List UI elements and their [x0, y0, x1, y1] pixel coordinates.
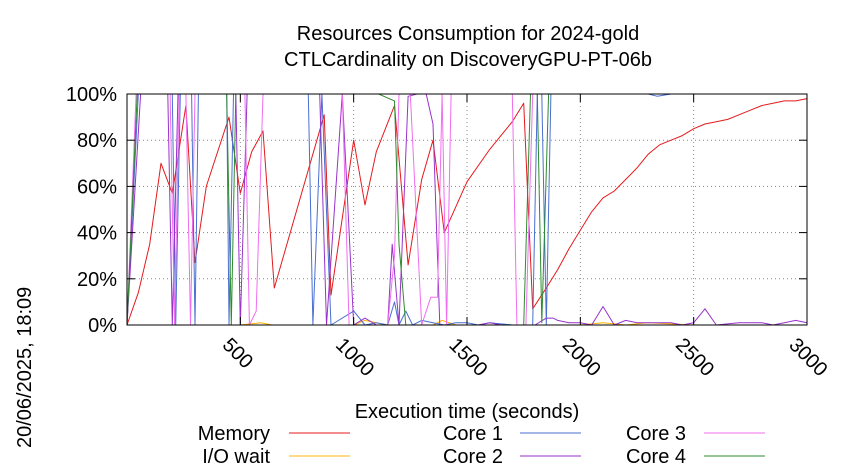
legend-label-core-3: Core 3: [626, 423, 686, 445]
y-tick-label: 20%: [77, 269, 117, 291]
legend-label-core-4: Core 4: [626, 446, 686, 468]
x-tick-label: 1000: [331, 334, 378, 381]
legend-label-i-o-wait: I/O wait: [202, 446, 270, 468]
y-tick-label: 100%: [66, 84, 117, 106]
legend-label-memory: Memory: [198, 423, 270, 445]
x-axis: 500 1000 1500 2000 2500 3000: [218, 94, 831, 381]
x-tick-label: 3000: [784, 334, 831, 381]
y-tick-label: 60%: [77, 176, 117, 198]
legend-label-core-2: Core 2: [443, 446, 503, 468]
x-axis-label: Execution time (seconds): [355, 401, 580, 423]
x-tick-label: 500: [218, 334, 257, 373]
x-tick-label: 2000: [558, 334, 605, 381]
chart-subtitle: CTLCardinality on DiscoveryGPU-PT-06b: [284, 49, 652, 71]
legend-label-core-1: Core 1: [443, 423, 503, 445]
y-tick-label: 80%: [77, 130, 117, 152]
timestamp-label: 20/06/2025, 18:09: [14, 287, 36, 448]
x-tick-label: 1500: [444, 334, 491, 381]
y-axis: 0% 20% 40% 60% 80% 100%: [66, 84, 807, 337]
series-line-core-2: [126, 93, 808, 326]
y-tick-label: 40%: [77, 223, 117, 245]
x-tick-label: 2500: [671, 334, 718, 381]
grid-lines: [127, 94, 807, 325]
chart-title: Resources Consumption for 2024-gold: [297, 23, 639, 45]
y-tick-label: 0%: [88, 315, 117, 337]
